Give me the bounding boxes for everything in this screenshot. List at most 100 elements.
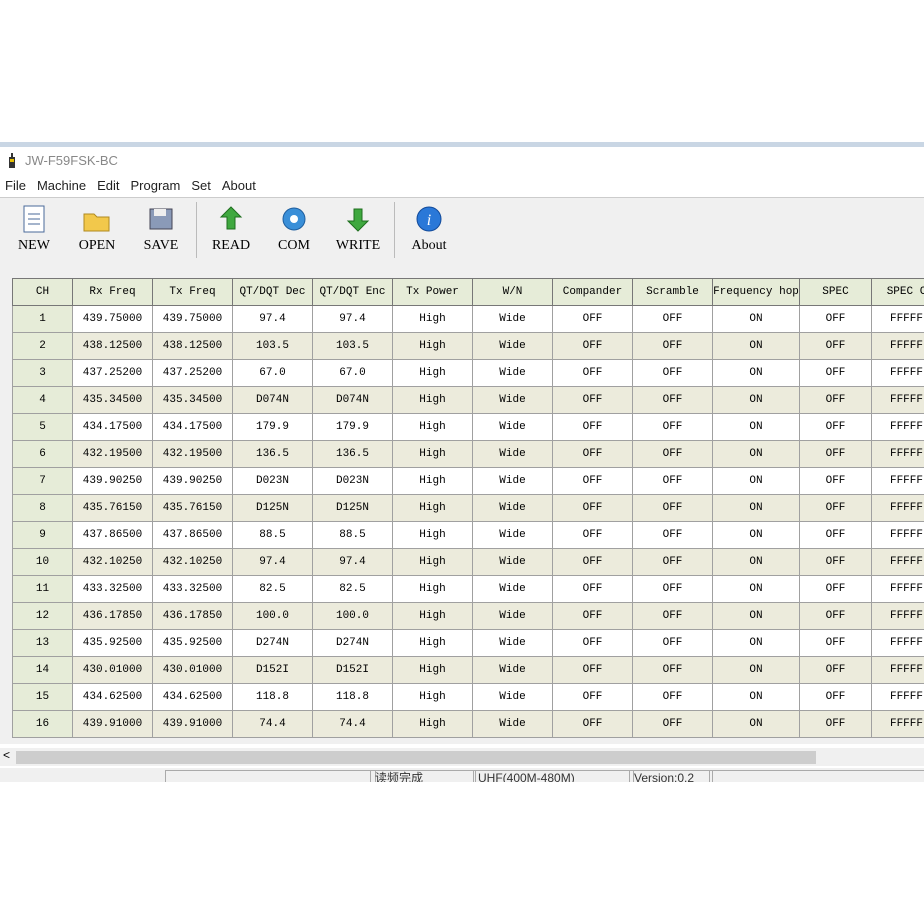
- table-cell[interactable]: OFF: [800, 603, 872, 630]
- row-header[interactable]: 2: [13, 333, 73, 360]
- table-cell[interactable]: 82.5: [313, 576, 393, 603]
- table-cell[interactable]: 97.4: [313, 306, 393, 333]
- table-row[interactable]: 13435.92500435.92500D274ND274NHighWideOF…: [13, 630, 924, 657]
- table-cell[interactable]: ON: [713, 441, 800, 468]
- table-cell[interactable]: Wide: [473, 603, 553, 630]
- table-cell[interactable]: 97.4: [313, 549, 393, 576]
- table-cell[interactable]: D274N: [233, 630, 313, 657]
- table-cell[interactable]: 88.5: [233, 522, 313, 549]
- table-cell[interactable]: 439.90250: [73, 468, 153, 495]
- table-cell[interactable]: OFF: [800, 522, 872, 549]
- table-cell[interactable]: FFFFF: [872, 468, 924, 495]
- column-header[interactable]: CH: [13, 279, 73, 306]
- column-header[interactable]: QT/DQT Enc: [313, 279, 393, 306]
- table-cell[interactable]: OFF: [633, 711, 713, 738]
- column-header[interactable]: QT/DQT Dec: [233, 279, 313, 306]
- table-cell[interactable]: Wide: [473, 711, 553, 738]
- table-cell[interactable]: ON: [713, 549, 800, 576]
- table-cell[interactable]: High: [393, 495, 473, 522]
- table-cell[interactable]: 438.12500: [73, 333, 153, 360]
- toolbar-button[interactable]: iAbout: [401, 202, 457, 254]
- row-header[interactable]: 1: [13, 306, 73, 333]
- table-cell[interactable]: Wide: [473, 441, 553, 468]
- table-cell[interactable]: D274N: [313, 630, 393, 657]
- toolbar-button[interactable]: COM: [266, 202, 322, 254]
- table-cell[interactable]: FFFFF: [872, 603, 924, 630]
- table-cell[interactable]: Wide: [473, 495, 553, 522]
- table-cell[interactable]: Wide: [473, 468, 553, 495]
- table-cell[interactable]: OFF: [633, 414, 713, 441]
- table-cell[interactable]: 67.0: [233, 360, 313, 387]
- table-cell[interactable]: Wide: [473, 684, 553, 711]
- table-cell[interactable]: OFF: [633, 630, 713, 657]
- row-header[interactable]: 6: [13, 441, 73, 468]
- table-cell[interactable]: OFF: [800, 414, 872, 441]
- table-cell[interactable]: Wide: [473, 522, 553, 549]
- table-cell[interactable]: OFF: [800, 387, 872, 414]
- table-cell[interactable]: ON: [713, 684, 800, 711]
- table-row[interactable]: 7439.90250439.90250D023ND023NHighWideOFF…: [13, 468, 924, 495]
- table-cell[interactable]: 430.01000: [153, 657, 233, 684]
- table-cell[interactable]: 433.32500: [153, 576, 233, 603]
- table-cell[interactable]: D125N: [233, 495, 313, 522]
- table-cell[interactable]: OFF: [800, 711, 872, 738]
- row-header[interactable]: 15: [13, 684, 73, 711]
- table-cell[interactable]: FFFFF: [872, 657, 924, 684]
- table-cell[interactable]: D152I: [233, 657, 313, 684]
- toolbar-button[interactable]: READ: [203, 202, 259, 254]
- table-cell[interactable]: OFF: [800, 684, 872, 711]
- table-cell[interactable]: OFF: [553, 306, 633, 333]
- table-cell[interactable]: FFFFF: [872, 333, 924, 360]
- table-cell[interactable]: Wide: [473, 387, 553, 414]
- column-header[interactable]: W/N: [473, 279, 553, 306]
- row-header[interactable]: 14: [13, 657, 73, 684]
- table-cell[interactable]: OFF: [633, 576, 713, 603]
- table-cell[interactable]: High: [393, 414, 473, 441]
- table-cell[interactable]: FFFFF: [872, 360, 924, 387]
- table-cell[interactable]: ON: [713, 414, 800, 441]
- table-cell[interactable]: OFF: [800, 468, 872, 495]
- table-cell[interactable]: 432.19500: [153, 441, 233, 468]
- row-header[interactable]: 5: [13, 414, 73, 441]
- table-cell[interactable]: OFF: [800, 630, 872, 657]
- table-cell[interactable]: Wide: [473, 576, 553, 603]
- column-header[interactable]: Rx Freq: [73, 279, 153, 306]
- row-header[interactable]: 7: [13, 468, 73, 495]
- table-cell[interactable]: OFF: [633, 333, 713, 360]
- table-cell[interactable]: 432.10250: [153, 549, 233, 576]
- menu-item[interactable]: About: [217, 176, 262, 196]
- table-cell[interactable]: OFF: [553, 495, 633, 522]
- table-cell[interactable]: High: [393, 522, 473, 549]
- table-cell[interactable]: 433.32500: [73, 576, 153, 603]
- table-cell[interactable]: 438.12500: [153, 333, 233, 360]
- table-row[interactable]: 10432.10250432.1025097.497.4HighWideOFFO…: [13, 549, 924, 576]
- column-header[interactable]: Compander: [553, 279, 633, 306]
- table-row[interactable]: 11433.32500433.3250082.582.5HighWideOFFO…: [13, 576, 924, 603]
- table-cell[interactable]: 436.17850: [73, 603, 153, 630]
- table-cell[interactable]: OFF: [633, 441, 713, 468]
- table-row[interactable]: 14430.01000430.01000D152ID152IHighWideOF…: [13, 657, 924, 684]
- toolbar-button[interactable]: NEW: [6, 202, 62, 254]
- row-header[interactable]: 4: [13, 387, 73, 414]
- table-cell[interactable]: 118.8: [233, 684, 313, 711]
- table-cell[interactable]: 439.75000: [153, 306, 233, 333]
- table-cell[interactable]: ON: [713, 522, 800, 549]
- table-cell[interactable]: FFFFF: [872, 576, 924, 603]
- table-cell[interactable]: OFF: [553, 630, 633, 657]
- table-cell[interactable]: OFF: [553, 576, 633, 603]
- table-cell[interactable]: ON: [713, 630, 800, 657]
- table-cell[interactable]: High: [393, 387, 473, 414]
- table-cell[interactable]: 435.92500: [153, 630, 233, 657]
- table-cell[interactable]: 437.86500: [73, 522, 153, 549]
- table-cell[interactable]: D023N: [233, 468, 313, 495]
- column-header[interactable]: SPEC: [800, 279, 872, 306]
- table-cell[interactable]: FFFFF: [872, 522, 924, 549]
- table-cell[interactable]: 435.34500: [153, 387, 233, 414]
- table-cell[interactable]: Wide: [473, 333, 553, 360]
- table-cell[interactable]: 136.5: [233, 441, 313, 468]
- table-cell[interactable]: OFF: [633, 684, 713, 711]
- table-cell[interactable]: ON: [713, 306, 800, 333]
- table-cell[interactable]: High: [393, 603, 473, 630]
- menu-item[interactable]: Edit: [92, 176, 125, 196]
- table-cell[interactable]: 439.75000: [73, 306, 153, 333]
